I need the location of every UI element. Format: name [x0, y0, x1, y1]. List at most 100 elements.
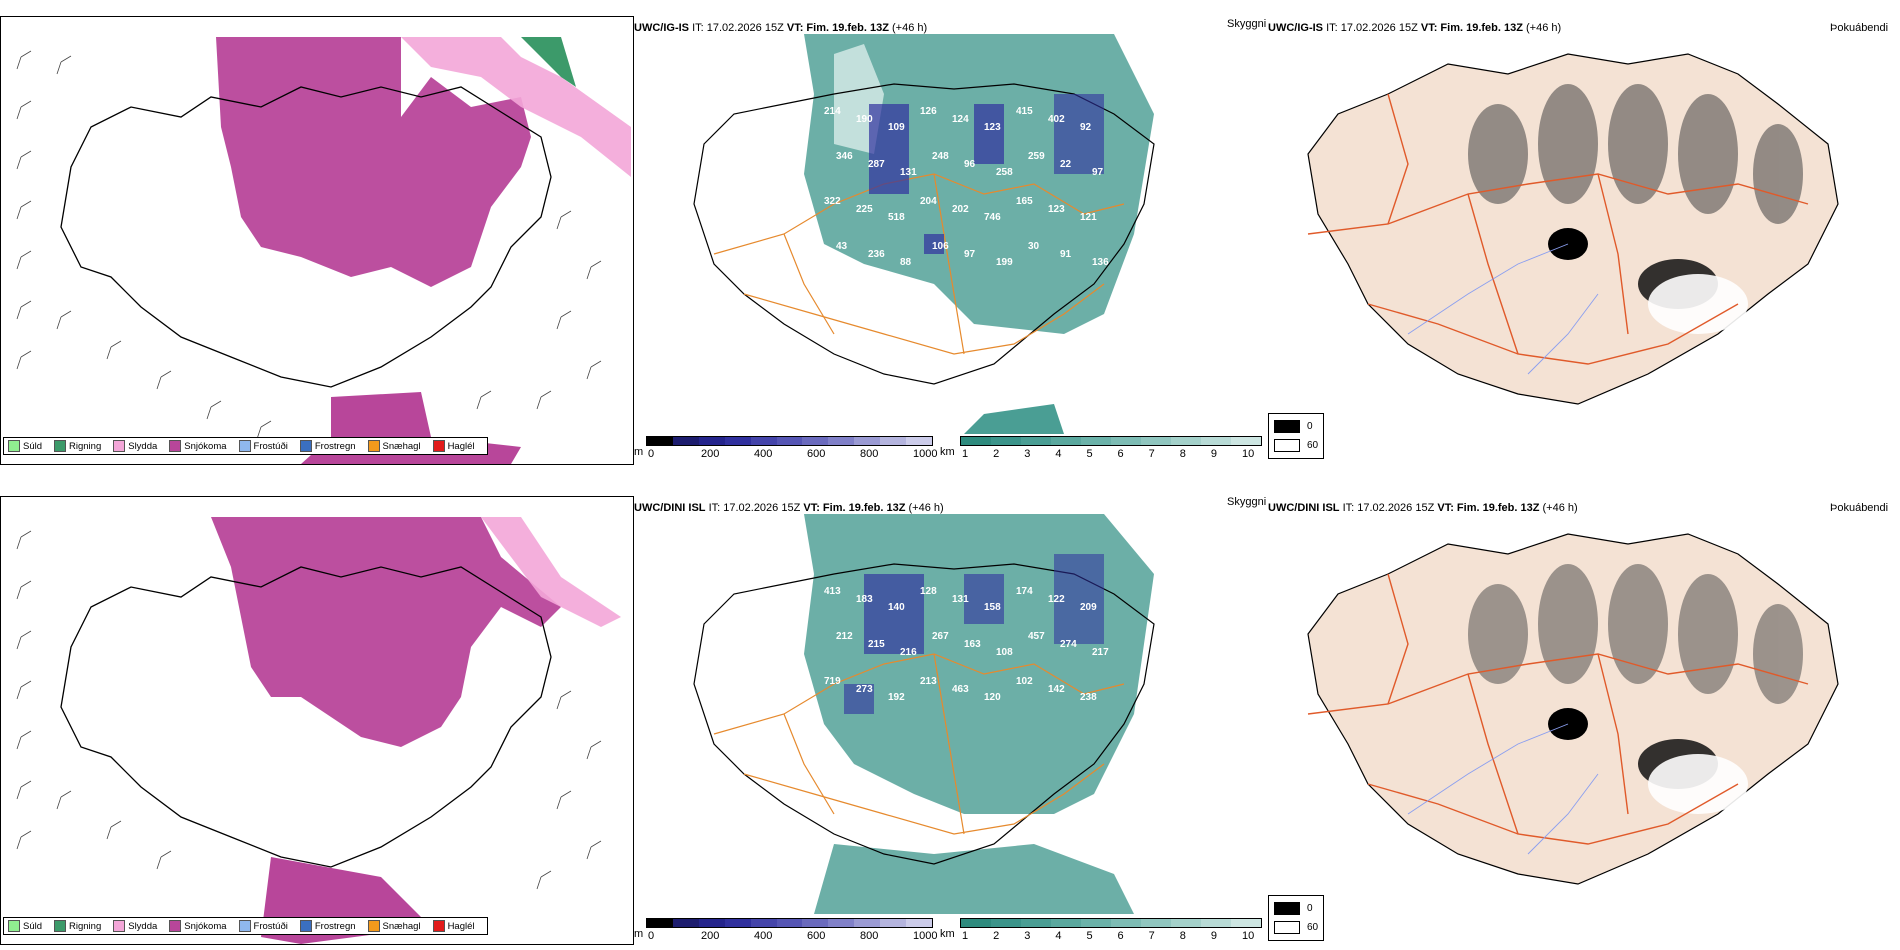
colorbar-tick: 4 [1055, 930, 1062, 942]
colorbar-segment [1051, 437, 1081, 445]
precip-type-legend: Súld Rigning Slydda Snjókoma Frostúði Frostre… [3, 917, 488, 935]
valid-label: VT: [786, 22, 804, 34]
colorbar-segment [961, 919, 991, 927]
legend-label: Haglél [447, 920, 475, 932]
colorbar-tick: 10 [1242, 448, 1255, 460]
cloud-base-label: 238 [1080, 692, 1097, 703]
colorbar-segment [698, 919, 725, 927]
cloud-base-label: 719 [824, 676, 841, 687]
colorbar-segment [991, 437, 1021, 445]
fog-legend-row1: 0 60 [1268, 413, 1324, 459]
colorbar-segment [1141, 437, 1171, 445]
colorbar-segment [750, 919, 777, 927]
fog-legend-row2: 0 60 [1268, 895, 1324, 941]
legend-item: Slydda [113, 440, 157, 452]
colorbar-segment [776, 437, 803, 445]
colorbar-segment [1081, 919, 1111, 927]
colorbar-tick: 200 [701, 930, 720, 942]
forecast-offset: (+46 h) [1526, 22, 1562, 34]
visibility-map-svg: 214 190 109 126 124 123 415 402 92 346 287 131 248 96… [693, 34, 1155, 434]
cloud-base-label: 158 [984, 602, 1001, 613]
cloud-base-label: 92 [1080, 122, 1092, 133]
cloud-base-label: 124 [952, 114, 969, 125]
valid-time: Fim. 19.feb. 13Z [1440, 22, 1523, 34]
cloud-base-label: 131 [900, 167, 917, 178]
init-time: IT: 17.02.2026 15Z [1342, 502, 1435, 514]
colorbar-segment [1171, 919, 1201, 927]
colorbar-segment [906, 919, 932, 927]
cloud-base-label: 120 [984, 692, 1001, 703]
fog-label-bottom: 60 [1307, 922, 1319, 933]
cloud-base-label: 30 [1028, 241, 1040, 252]
colorbar-strip [960, 436, 1262, 446]
legend-label: Snjókoma [184, 920, 227, 932]
visibility-map-svg: 413 183 140 128 131 158 174 122 209 212 215 216 267 1… [693, 514, 1155, 914]
legend-item: Rigning [54, 920, 101, 932]
forecast-offset: (+46 h) [892, 22, 928, 34]
cloud-base-label: 209 [1080, 602, 1097, 613]
valid-time: Fim. 19.feb. 13Z [1456, 502, 1540, 514]
colorbar-unit: m [634, 928, 644, 940]
panel-title-visibility: Skyggni [1227, 18, 1267, 30]
legend-item: Snjókoma [169, 920, 227, 932]
cloud-base-label: 126 [920, 106, 937, 117]
cloud-base-label: 457 [1028, 631, 1045, 642]
cloud-base-label: 190 [856, 114, 873, 125]
colorbar-strip [646, 436, 933, 446]
valid-time: Fim. 19.feb. 13Z [822, 502, 906, 514]
colorbar-strip [646, 918, 933, 928]
colorbar-tick: 1000 [913, 930, 938, 942]
colorbar-segment [991, 919, 1021, 927]
cloud-base-label: 102 [1016, 676, 1033, 687]
legend-swatch [113, 920, 126, 932]
height-colorbar-row2: m 0 200 400 600 800 1000 [634, 918, 937, 942]
legend-swatch [367, 440, 380, 452]
cloud-base-label: 413 [824, 586, 841, 597]
legend-item: Snjókoma [169, 440, 227, 452]
colorbar-segment [906, 437, 932, 445]
colorbar-tick: 600 [807, 930, 826, 942]
fog-label-top: 0 [1307, 421, 1313, 432]
cloud-base-label: 267 [932, 631, 949, 642]
visibility-colorbar-row2: km 1 2 3 4 5 6 7 8 9 10 [940, 918, 1262, 942]
colorbar-segment [1231, 437, 1261, 445]
cloud-base-label: 106 [932, 241, 949, 252]
legend-swatch [238, 920, 251, 932]
legend-item: Súld [8, 440, 42, 452]
colorbar-segment [647, 919, 673, 927]
forecast-offset: (+46 h) [908, 502, 944, 514]
colorbar-tick: 400 [754, 448, 773, 460]
fog-map-svg [1307, 533, 1839, 885]
legend-item: Rigning [54, 440, 101, 452]
panel-title-visibility: Skyggni [1227, 496, 1267, 508]
colorbar-segment [828, 437, 855, 445]
colorbar-segment [724, 437, 751, 445]
colorbar-segment [1231, 919, 1261, 927]
cloud-base-label: 248 [932, 151, 949, 162]
precip-map-svg [16, 517, 621, 944]
cloud-base-label: 109 [888, 122, 905, 133]
precip-type-legend: Súld Rigning Slydda Snjókoma Frostúði Frostre… [3, 437, 488, 455]
model-name: UWC/DINI ISL [634, 502, 706, 514]
legend-label: Slydda [128, 920, 158, 932]
colorbar-segment [854, 437, 881, 445]
cloud-base-label: 746 [984, 212, 1001, 223]
colorbar-segment [802, 919, 829, 927]
visibility-map: 413 183 140 128 131 158 174 122 209 212 215 216 267 1… [634, 514, 1264, 914]
colorbar-segment [828, 919, 855, 927]
colorbar-tick: 8 [1179, 930, 1186, 942]
colorbar-segment [776, 919, 803, 927]
cloud-base-label: 273 [856, 684, 873, 695]
colorbar-segment [1051, 919, 1081, 927]
forecast-offset: (+46 h) [1542, 502, 1578, 514]
colorbar-tick: 4 [1055, 448, 1062, 460]
cloud-base-label: 123 [1048, 204, 1065, 215]
legend-label: Frostúði [253, 440, 288, 452]
cloud-base-label: 214 [824, 106, 841, 117]
legend-swatch [367, 920, 380, 932]
cloud-base-label: 88 [900, 257, 912, 268]
colorbar-segment [802, 437, 829, 445]
legend-swatch [8, 440, 20, 452]
legend-swatch [54, 920, 67, 932]
cloud-base-label: 131 [952, 594, 969, 605]
